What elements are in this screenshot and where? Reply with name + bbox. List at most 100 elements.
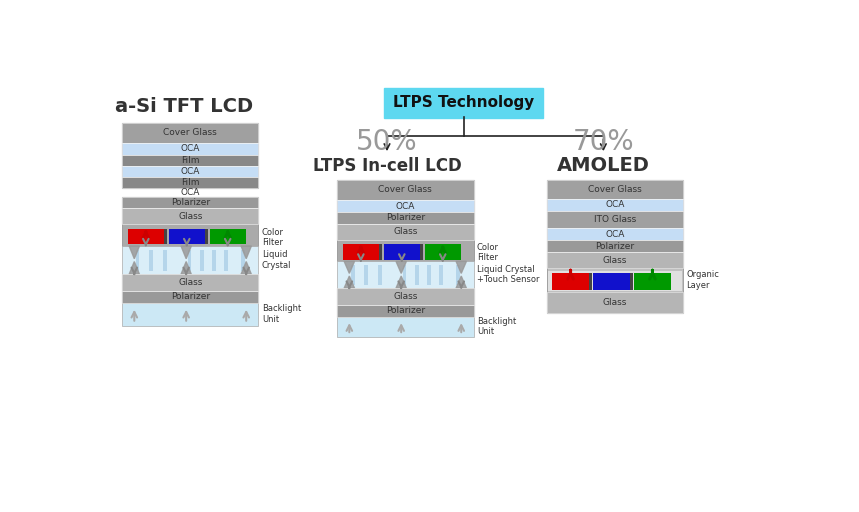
Polygon shape [396,261,406,273]
Text: Polarizer: Polarizer [386,306,425,315]
Bar [547,241,683,252]
Bar [164,229,168,244]
Text: Polarizer: Polarizer [171,292,210,301]
Bar [384,244,420,260]
Bar [456,265,460,285]
Text: Polarizer: Polarizer [171,198,210,207]
Text: Glass: Glass [393,292,417,301]
Bar [420,244,423,260]
Text: Liquid
Crystal: Liquid Crystal [262,250,291,270]
Text: Cover Glass: Cover Glass [379,185,432,195]
Bar [337,305,473,316]
Bar [122,303,259,326]
Text: Color
Filter: Color Filter [477,243,499,262]
Bar [122,274,259,303]
Text: LTPS Technology: LTPS Technology [393,95,534,110]
Bar [200,250,204,271]
Bar [403,265,406,285]
Text: Polarizer: Polarizer [595,242,635,251]
Polygon shape [456,276,466,288]
Text: Glass: Glass [603,298,627,307]
Text: Cover Glass: Cover Glass [163,129,217,137]
Bar [337,180,473,240]
Bar [122,291,259,303]
Text: Film: Film [181,178,199,187]
Bar [122,224,259,246]
Bar [337,261,473,288]
Bar [122,197,259,224]
Bar [122,166,259,177]
Bar [337,212,473,224]
Bar [187,250,192,271]
Bar [204,229,208,244]
Text: Glass: Glass [393,227,417,236]
Text: AMOLED: AMOLED [557,156,649,176]
Bar [122,155,259,166]
Text: 70%: 70% [573,129,634,156]
Bar [122,208,259,224]
Bar [547,211,683,228]
Polygon shape [456,261,466,273]
Text: OCA: OCA [606,229,624,239]
Bar [547,180,683,268]
Polygon shape [181,246,192,259]
Bar [122,197,259,208]
Polygon shape [344,276,355,288]
Bar [547,252,683,268]
Bar [337,240,473,261]
Text: 50%: 50% [356,129,417,156]
Bar [337,200,473,212]
Bar [378,265,381,285]
Text: Cover Glass: Cover Glass [588,185,642,194]
Bar [548,271,682,291]
Bar [547,268,683,292]
Bar [337,316,473,337]
Bar [440,265,443,285]
Bar [337,224,473,240]
Text: Glass: Glass [178,278,203,287]
Text: a-Si TFT LCD: a-Si TFT LCD [115,97,253,116]
Bar [364,265,369,285]
Bar [122,122,259,188]
Bar [122,177,259,188]
Bar [343,244,379,260]
Bar [630,273,633,290]
Text: OCA: OCA [180,144,200,154]
Polygon shape [344,261,355,273]
Text: Glass: Glass [603,255,627,265]
Bar [547,292,683,313]
Text: ITO Glass: ITO Glass [594,215,637,224]
Bar [224,250,228,271]
Text: Color
Filter: Color Filter [262,227,283,247]
Text: OCA: OCA [606,200,624,209]
Text: OCA: OCA [396,202,415,210]
Polygon shape [129,262,139,274]
Bar [212,250,216,271]
Bar [122,274,259,291]
Bar [384,88,544,118]
Text: Glass: Glass [178,212,203,221]
Bar [122,246,259,274]
Bar [552,273,588,290]
Text: Backlight
Unit: Backlight Unit [262,305,301,324]
Text: Organic
Layer: Organic Layer [686,270,720,290]
Text: Liquid Crystal
+Touch Sensor: Liquid Crystal +Touch Sensor [477,265,539,285]
Bar [547,292,683,313]
Text: OCA: OCA [180,188,200,197]
Bar [210,229,246,244]
Text: Polarizer: Polarizer [386,214,425,222]
Text: LTPS In-cell LCD: LTPS In-cell LCD [313,157,461,175]
Bar [415,265,418,285]
Bar [241,250,245,271]
Bar [122,122,259,143]
Bar [337,288,473,316]
Bar [547,228,683,241]
Bar [136,250,139,271]
Bar [634,273,671,290]
Bar [424,244,460,260]
Bar [128,229,164,244]
Bar [122,143,259,155]
Bar [350,265,355,285]
Bar [168,229,204,244]
Bar [594,273,630,290]
